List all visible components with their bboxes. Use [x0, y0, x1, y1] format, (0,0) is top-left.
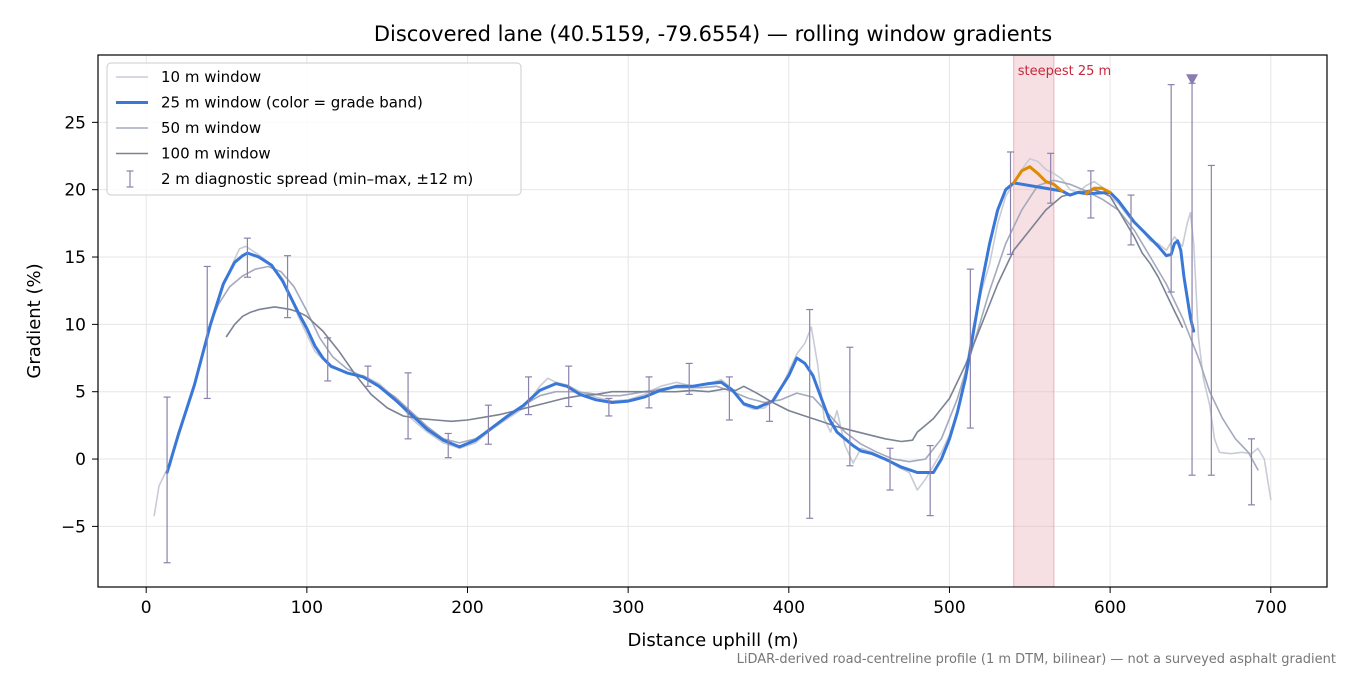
errorbar — [605, 397, 613, 417]
errorbar — [1188, 82, 1196, 476]
x-tick-label: 600 — [1094, 598, 1126, 618]
errorbar — [324, 337, 332, 382]
errorbar — [966, 268, 974, 429]
peak-marker-triangle — [1186, 74, 1199, 86]
plot-frame — [97, 54, 1328, 588]
errorbar — [1247, 438, 1255, 506]
legend-label: 100 m window — [161, 145, 271, 163]
errorbar — [484, 404, 492, 445]
x-tick-label: 300 — [612, 598, 644, 618]
errorbar — [806, 308, 814, 519]
errorbar — [1167, 84, 1175, 293]
y-tick-label: 15 — [64, 248, 86, 268]
legend-label: 10 m window — [161, 68, 261, 86]
errorbar — [364, 365, 372, 387]
chart-title: Discovered lane (40.5159, -79.6554) — ro… — [374, 22, 1052, 46]
steepest-window-label: steepest 25 m — [1018, 64, 1111, 79]
errorbar — [725, 376, 733, 421]
errorbar — [444, 432, 452, 459]
errorbar — [766, 401, 774, 422]
errorbar — [284, 255, 292, 319]
series-line-25m-steep-band — [1084, 186, 1112, 196]
x-tick-label: 0 — [141, 598, 152, 618]
series-lines — [153, 157, 1272, 517]
series-line-25m-steep-band — [1012, 165, 1064, 193]
errorbar — [926, 444, 934, 517]
x-tick-label: 700 — [1255, 598, 1287, 618]
y-tick-label: 5 — [75, 383, 86, 403]
y-tick-label: 10 — [64, 315, 86, 335]
errorbar — [685, 362, 693, 396]
errorbar — [1207, 164, 1215, 476]
steepest-window-band — [1013, 54, 1055, 588]
marker-layer — [1186, 74, 1199, 86]
errorbar — [1087, 170, 1095, 219]
y-tick-label: 0 — [75, 450, 86, 470]
errorbar — [846, 346, 854, 467]
errorbar — [1127, 194, 1135, 246]
errorbar — [1007, 151, 1015, 255]
y-tick-label: −5 — [61, 517, 86, 537]
errorbar — [645, 376, 653, 409]
series-line-50m — [206, 179, 1259, 471]
y-axis-label: Gradient (%) — [24, 263, 45, 378]
y-tick-label: 25 — [64, 113, 86, 133]
errorbar — [886, 447, 894, 491]
errorbars — [163, 82, 1255, 564]
x-tick-label: 100 — [291, 598, 323, 618]
legend-label: 50 m window — [161, 119, 261, 137]
x-tick-label: 200 — [451, 598, 483, 618]
caption: LiDAR-derived road-centreline profile (1… — [736, 652, 1336, 667]
legend-frame — [106, 62, 522, 196]
errorbar — [404, 372, 412, 440]
errorbar — [1047, 152, 1055, 204]
errorbar — [243, 237, 251, 278]
errorbar — [163, 396, 171, 564]
series-line-100m — [225, 188, 1184, 443]
x-tick-label: 400 — [773, 598, 805, 618]
legend: 10 m window 25 m window (color = grade ba… — [106, 62, 522, 196]
errorbar — [525, 376, 533, 416]
y-tick-label: 20 — [64, 181, 86, 201]
legend-label: 2 m diagnostic spread (min–max, ±12 m) — [161, 170, 473, 188]
errorbar — [565, 365, 573, 408]
axes: 0 100 200 300 400 500 600 700 −5 0 5 10 15 20 25 — [61, 113, 1287, 618]
legend-label: 25 m window (color = grade band) — [161, 94, 423, 112]
x-axis-label: Distance uphill (m) — [628, 630, 799, 651]
series-line-10m — [153, 157, 1272, 517]
errorbar — [203, 265, 211, 400]
x-tick-label: 500 — [933, 598, 965, 618]
highlight-region: steepest 25 m — [1013, 54, 1111, 588]
